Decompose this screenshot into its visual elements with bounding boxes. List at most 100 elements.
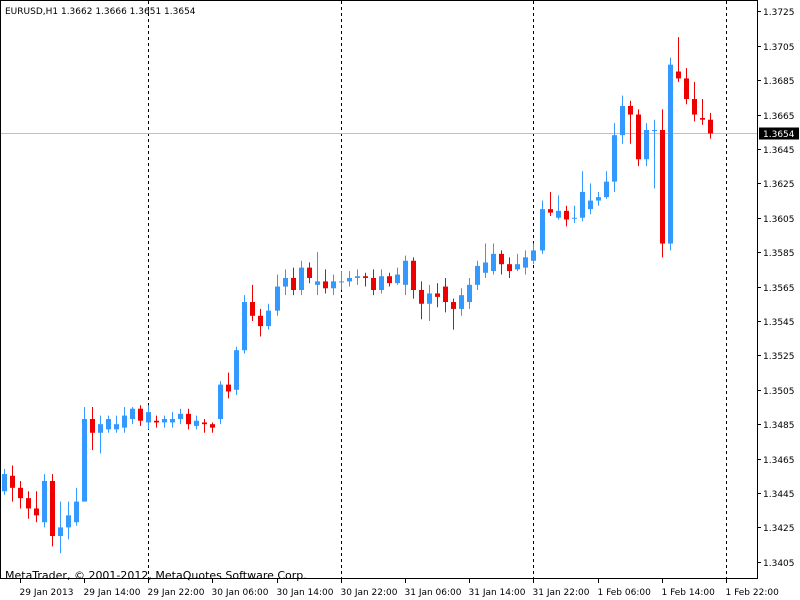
candle [387, 272, 392, 287]
candle-body [572, 217, 577, 219]
candle-body [275, 286, 280, 311]
x-tick-label: 31 Jan 22:00 [533, 588, 590, 598]
candle [162, 415, 167, 428]
candle-body [531, 250, 536, 261]
candle [499, 250, 504, 275]
candle-body [122, 415, 127, 428]
candle-body [371, 277, 376, 290]
candle-body [307, 267, 312, 278]
candle [138, 405, 143, 426]
day-separators [148, 1, 727, 579]
candle [443, 277, 448, 313]
y-tick-label: 1.3485 [763, 421, 795, 431]
candle-body [250, 302, 255, 316]
candle-body [58, 527, 63, 536]
candle-body [26, 498, 31, 509]
candle-body [339, 281, 344, 283]
x-tick-label: 1 Feb 22:00 [726, 588, 780, 598]
candle-body [315, 281, 320, 285]
candle [684, 68, 689, 105]
candle-body [708, 119, 713, 134]
candle [612, 123, 617, 192]
candle [194, 415, 199, 430]
candle [564, 205, 569, 227]
y-tick-label: 1.3545 [763, 318, 795, 328]
candle [50, 474, 55, 547]
candle-body [684, 78, 689, 100]
candle-body [323, 281, 328, 289]
candle-body [652, 130, 657, 132]
candle [74, 487, 79, 526]
candle-body [202, 422, 207, 425]
x-tick-label: 1 Feb 14:00 [662, 588, 716, 598]
chart-header: EURUSD,H1 1.3662 1.3666 1.3651 1.3654 [5, 7, 196, 17]
x-tick-label: 30 Jan 06:00 [212, 588, 269, 598]
candle-body [387, 276, 392, 284]
x-tick-label: 31 Jan 06:00 [405, 588, 462, 598]
x-tick-label: 29 Jan 14:00 [84, 588, 141, 598]
candle [395, 267, 400, 285]
candle-body [403, 260, 408, 285]
candle [42, 474, 47, 528]
y-tick-label: 1.3465 [763, 456, 795, 466]
candle-body [411, 260, 416, 290]
current-price-label: 1.3654 [763, 130, 795, 140]
candle [291, 267, 296, 296]
candle-body [283, 277, 288, 287]
candle [315, 252, 320, 296]
candle-body [523, 257, 528, 268]
candle-body [50, 480, 55, 536]
candle [371, 269, 376, 296]
candle [258, 308, 263, 337]
candle [283, 269, 288, 296]
candle-body [451, 302, 456, 309]
candle-body [347, 277, 352, 282]
candle [523, 250, 528, 275]
candle [18, 480, 23, 509]
candle-body [234, 350, 239, 390]
candle-body [483, 262, 488, 273]
candle-body [194, 420, 199, 426]
candle [307, 262, 312, 284]
x-tick-label: 31 Jan 14:00 [469, 588, 526, 598]
candle-body [580, 191, 585, 218]
y-tick-label: 1.3445 [763, 490, 795, 500]
candle-body [395, 274, 400, 284]
candle [491, 243, 496, 275]
candle [210, 422, 215, 433]
candle [299, 260, 304, 296]
y-tick-label: 1.3705 [763, 43, 795, 53]
y-tick-label: 1.3425 [763, 524, 795, 534]
candle [339, 271, 344, 290]
candle-body [443, 286, 448, 303]
candle-body [154, 420, 159, 423]
candle [379, 269, 384, 294]
candle [475, 260, 480, 290]
candle-body [499, 253, 504, 265]
price-axis: 1.3725 1.3705 1.3685 1.3665 1.3645 1.3625 1.36… [757, 8, 795, 569]
candle [692, 81, 697, 122]
candle [660, 109, 665, 258]
candle [178, 408, 183, 425]
candle [588, 183, 593, 215]
candle [331, 274, 336, 296]
candle [114, 415, 119, 433]
candle [652, 119, 657, 189]
candle [708, 112, 713, 139]
candle-body [435, 293, 440, 297]
candle-body [106, 419, 111, 430]
candle-body [42, 480, 47, 523]
candle [2, 468, 7, 495]
candle [26, 491, 31, 519]
candle-body [507, 264, 512, 272]
candle [604, 171, 609, 199]
candle [130, 406, 135, 425]
candle [556, 195, 561, 220]
candle [323, 269, 328, 294]
candle-body [299, 267, 304, 290]
current-price-tag: 1.3654 [759, 127, 799, 140]
candle-body [556, 210, 561, 218]
candle-body [475, 265, 480, 285]
candle [202, 419, 207, 433]
